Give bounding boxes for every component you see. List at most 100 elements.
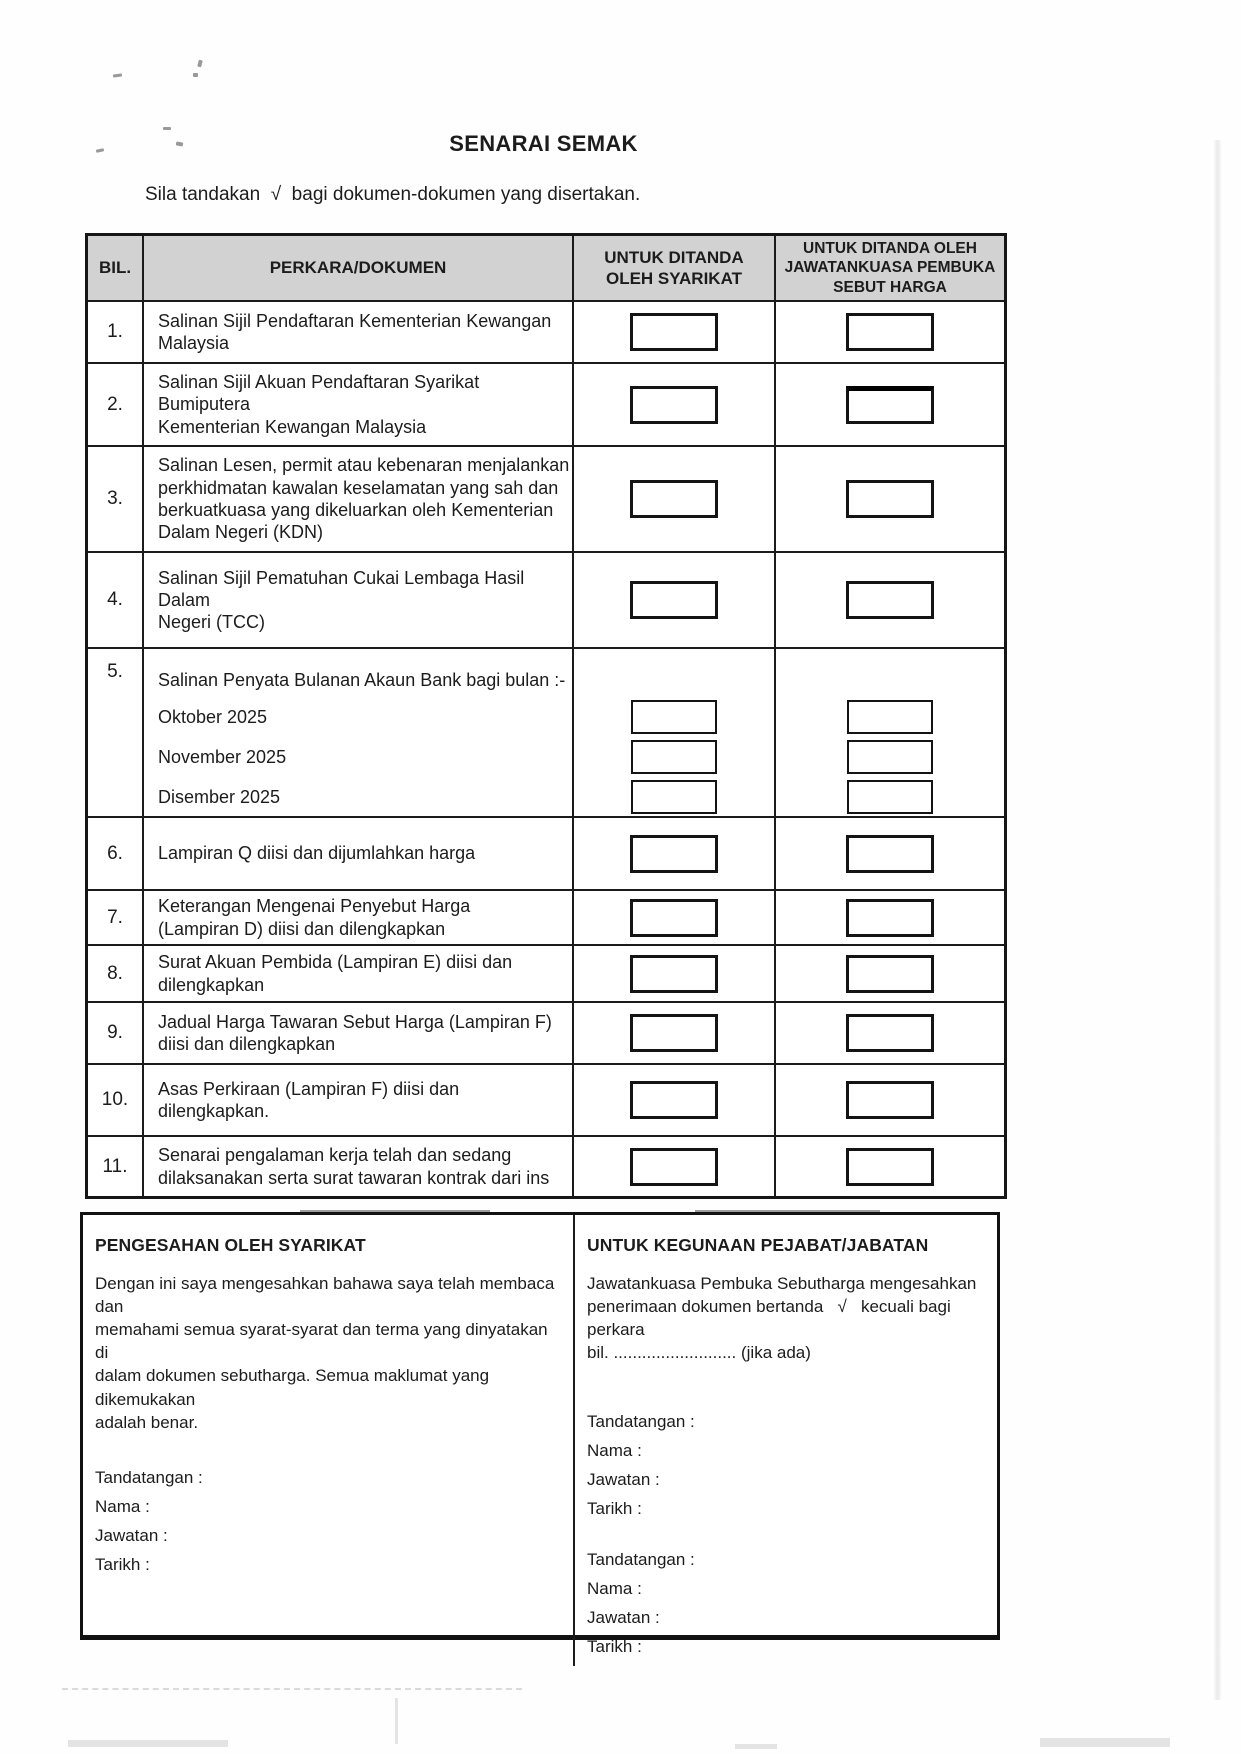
row-number: 1. [88, 302, 144, 362]
scan-artifact-smudge [395, 1698, 398, 1744]
position-label: Jawatan : [587, 1608, 660, 1628]
checkbox-jawatankuasa-row-8[interactable] [846, 954, 934, 993]
checkbox-syarikat-row-11[interactable] [630, 1147, 718, 1186]
committee-signature-block-1: Tandatangan : Nama : Jawatan : Tarikh : [587, 1412, 985, 1528]
company-confirmation-pane: PENGESAHAN OLEH SYARIKAT Dengan ini saya… [83, 1215, 575, 1667]
date-label: Tarikh : [587, 1499, 642, 1519]
row-number: 9. [88, 1003, 144, 1063]
table-row: 3. Salinan Lesen, permit atau kebenaran m… [88, 447, 1004, 553]
checkbox-jawatankuasa-row-9[interactable] [846, 1014, 934, 1052]
column-header-perkara: PERKARA/DOKUMEN [144, 236, 574, 300]
scan-artifact-right-band [1213, 140, 1222, 1700]
table-row: 5. Salinan Penyata Bulanan Akaun Bank bag… [88, 649, 1004, 818]
checkbox-syarikat-row-1[interactable] [630, 313, 718, 351]
checkbox-jawatankuasa-row-10[interactable] [846, 1081, 934, 1119]
checkbox-syarikat-row-9[interactable] [630, 1014, 718, 1052]
checklist-table: BIL. PERKARA/DOKUMEN UNTUK DITANDA OLEH … [85, 233, 1007, 1199]
scan-artifact-speck [163, 127, 171, 130]
name-label: Nama : [587, 1441, 642, 1461]
office-use-heading: UNTUK KEGUNAAN PEJABAT/JABATAN [587, 1235, 929, 1255]
row-number: 5. [88, 649, 144, 817]
position-label: Jawatan : [95, 1525, 168, 1545]
checkbox-jawatankuasa-row-4[interactable] [846, 581, 934, 619]
office-use-pane: UNTUK KEGUNAAN PEJABAT/JABATAN Jawatanku… [575, 1215, 997, 1666]
cell-syarikat [574, 302, 776, 362]
row-document-text: Salinan Sijil Pendaftaran Kementerian Ke… [144, 302, 574, 362]
checkbox-syarikat-row-7[interactable] [630, 898, 718, 937]
table-row: 2. Salinan Sijil Akuan Pendaftaran Syarik… [88, 364, 1004, 447]
row-number: 2. [88, 364, 144, 445]
table-row: 7. Keterangan Mengenai Penyebut Harga (La… [88, 891, 1004, 946]
checkbox-syarikat-row-5-m3[interactable] [631, 780, 717, 814]
cell-syarikat [574, 1065, 776, 1135]
month-label: Oktober 2025 [158, 706, 268, 727]
table-row: 8. Surat Akuan Pembida (Lampiran E) diisi… [88, 946, 1004, 1003]
cell-syarikat [574, 891, 776, 944]
signature-label: Tandatangan : [95, 1467, 203, 1487]
company-signature-block: Tandatangan : Nama : Jawatan : Tarikh : [95, 1468, 561, 1584]
company-confirmation-heading: PENGESAHAN OLEH SYARIKAT [95, 1235, 366, 1255]
cell-syarikat [574, 1003, 776, 1063]
committee-signature-block-2: Tandatangan : Nama : Jawatan : Tarikh : [587, 1550, 985, 1666]
company-confirmation-text: Dengan ini saya mengesahkan bahawa saya … [95, 1274, 555, 1432]
month-label: November 2025 [158, 746, 287, 767]
column-header-bil: BIL. [88, 236, 144, 300]
table-row: 9. Jadual Harga Tawaran Sebut Harga (Lamp… [88, 1003, 1004, 1065]
cell-jawatankuasa [776, 649, 1004, 817]
checkbox-jawatankuasa-row-2[interactable] [846, 385, 934, 424]
cell-syarikat [574, 649, 776, 817]
date-label: Tarikh : [587, 1637, 642, 1657]
row-number: 8. [88, 946, 144, 1001]
name-label: Nama : [95, 1496, 150, 1516]
confirmation-section: PENGESAHAN OLEH SYARIKAT Dengan ini saya… [80, 1212, 1000, 1667]
checkbox-jawatankuasa-row-6[interactable] [846, 834, 934, 873]
checkbox-jawatankuasa-row-5-m1[interactable] [847, 700, 933, 734]
row-number: 7. [88, 891, 144, 944]
checkbox-jawatankuasa-row-5-m2[interactable] [847, 740, 933, 774]
cell-jawatankuasa [776, 891, 1004, 944]
office-use-text: Jawatankuasa Pembuka Sebutharga mengesah… [587, 1274, 977, 1363]
checkbox-syarikat-row-8[interactable] [630, 954, 718, 993]
cell-jawatankuasa [776, 553, 1004, 647]
checkbox-syarikat-row-4[interactable] [630, 581, 718, 619]
scan-artifact-smudge [68, 1740, 228, 1747]
cell-jawatankuasa [776, 447, 1004, 551]
checkbox-jawatankuasa-row-5-m3[interactable] [847, 780, 933, 814]
checkbox-syarikat-row-10[interactable] [630, 1081, 718, 1119]
signature-label: Tandatangan : [587, 1550, 695, 1570]
row-document-text: Salinan Sijil Pematuhan Cukai Lembaga Ha… [144, 553, 574, 647]
cell-jawatankuasa [776, 1065, 1004, 1135]
checkbox-syarikat-row-5-m1[interactable] [631, 700, 717, 734]
page-title: SENARAI SEMAK [449, 131, 638, 156]
table-row: 11. Senarai pengalaman kerja telah dan se… [88, 1137, 1004, 1196]
checkbox-jawatankuasa-row-3[interactable] [846, 480, 934, 518]
checkbox-syarikat-row-3[interactable] [630, 480, 718, 518]
cell-jawatankuasa [776, 302, 1004, 362]
row-document-text: Salinan Sijil Akuan Pendaftaran Syarikat… [144, 364, 574, 445]
scan-artifact-smudge [1040, 1738, 1170, 1747]
scan-artifact-smudge [735, 1744, 777, 1749]
signature-label: Tandatangan : [587, 1412, 695, 1432]
name-label: Nama : [587, 1579, 642, 1599]
cell-jawatankuasa [776, 1003, 1004, 1063]
checkbox-jawatankuasa-row-11[interactable] [846, 1147, 934, 1186]
cell-syarikat [574, 553, 776, 647]
scan-artifact-speck [197, 59, 203, 68]
table-row: 1. Salinan Sijil Pendaftaran Kementerian … [88, 302, 1004, 364]
row-document-text: Surat Akuan Pembida (Lampiran E) diisi d… [144, 946, 574, 1001]
column-header-syarikat: UNTUK DITANDA OLEH SYARIKAT [574, 236, 776, 300]
checkbox-syarikat-row-2[interactable] [630, 385, 718, 424]
month-label: Disember 2025 [158, 786, 281, 807]
checkbox-syarikat-row-5-m2[interactable] [631, 740, 717, 774]
instruction-line: Sila tandakan √ bagi dokumen-dokumen yan… [145, 184, 641, 205]
checkbox-jawatankuasa-row-1[interactable] [846, 313, 934, 351]
table-header-row: BIL. PERKARA/DOKUMEN UNTUK DITANDA OLEH … [88, 236, 1004, 302]
cell-jawatankuasa [776, 818, 1004, 889]
row-number: 4. [88, 553, 144, 647]
checkbox-syarikat-row-6[interactable] [630, 834, 718, 873]
row-document-text: Senarai pengalaman kerja telah dan sedan… [144, 1137, 574, 1196]
row-document-text: Jadual Harga Tawaran Sebut Harga (Lampir… [144, 1003, 574, 1063]
checkbox-jawatankuasa-row-7[interactable] [846, 898, 934, 937]
cell-jawatankuasa [776, 1137, 1004, 1196]
